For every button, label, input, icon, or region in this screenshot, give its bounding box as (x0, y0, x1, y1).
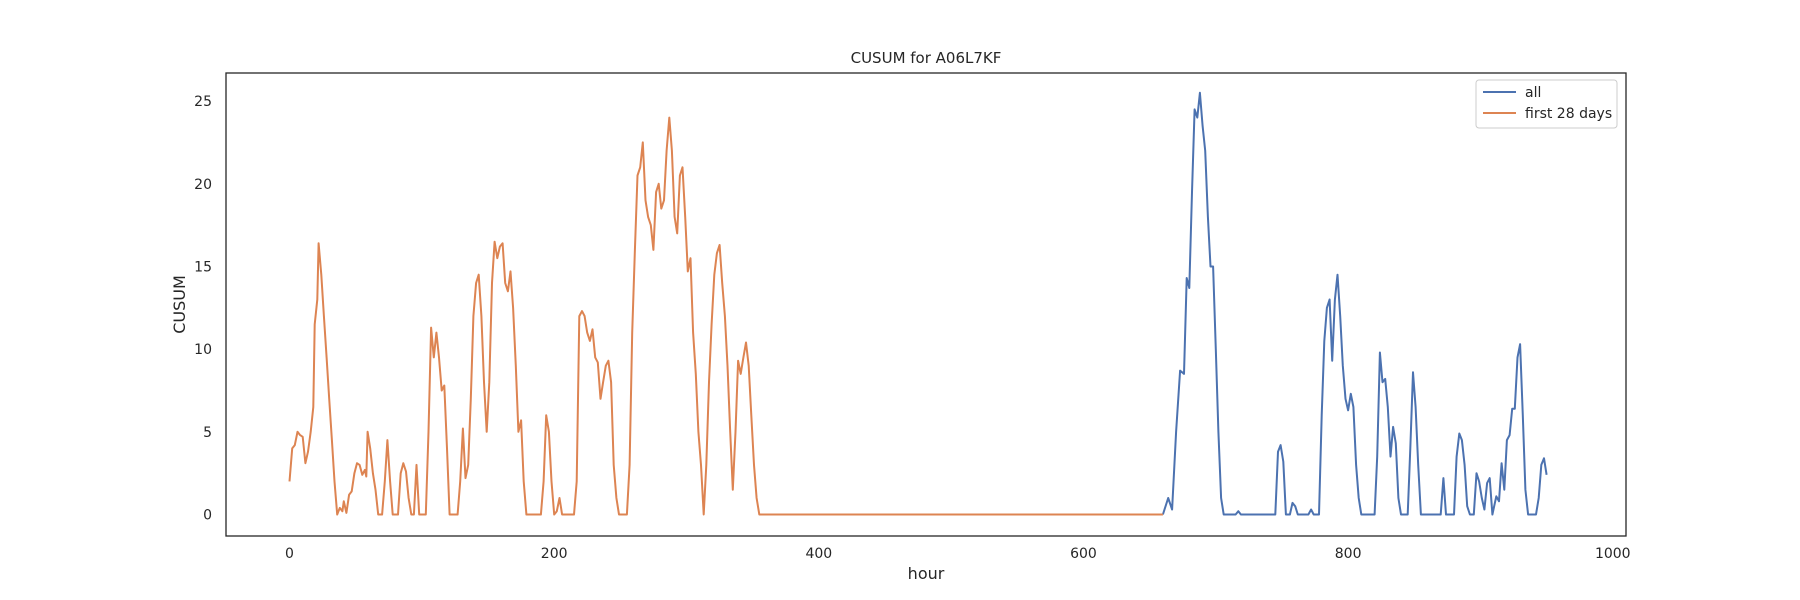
legend-label-first-28-days: first 28 days (1525, 106, 1612, 122)
x-tick-label: 200 (541, 546, 568, 562)
y-tick-label: 5 (203, 425, 212, 441)
y-tick-label: 25 (194, 94, 212, 110)
y-axis-label: CUSUM (170, 275, 189, 334)
legend-label-all: all (1525, 85, 1541, 101)
x-tick-label: 400 (805, 546, 832, 562)
y-tick-label: 20 (194, 177, 212, 193)
series-layer (288, 91, 1548, 516)
legend: all first 28 days (1475, 79, 1618, 129)
x-tick-label: 800 (1335, 546, 1362, 562)
x-tick-label: 0 (285, 546, 294, 562)
x-axis-ticks: 0 200 400 600 800 1000 (285, 546, 1631, 562)
y-axis-ticks: 0 5 10 15 20 25 (194, 94, 212, 523)
y-tick-label: 10 (194, 342, 212, 358)
x-axis-label: hour (908, 564, 945, 583)
x-tick-label: 1000 (1595, 546, 1631, 562)
series-line-first-28-days (288, 116, 1163, 516)
chart-title: CUSUM for A06L7KF (851, 49, 1002, 67)
series-line-all (1161, 91, 1548, 516)
y-tick-label: 0 (203, 508, 212, 524)
y-tick-label: 15 (194, 259, 212, 275)
x-tick-label: 600 (1070, 546, 1097, 562)
plot-area-frame (225, 72, 1627, 537)
